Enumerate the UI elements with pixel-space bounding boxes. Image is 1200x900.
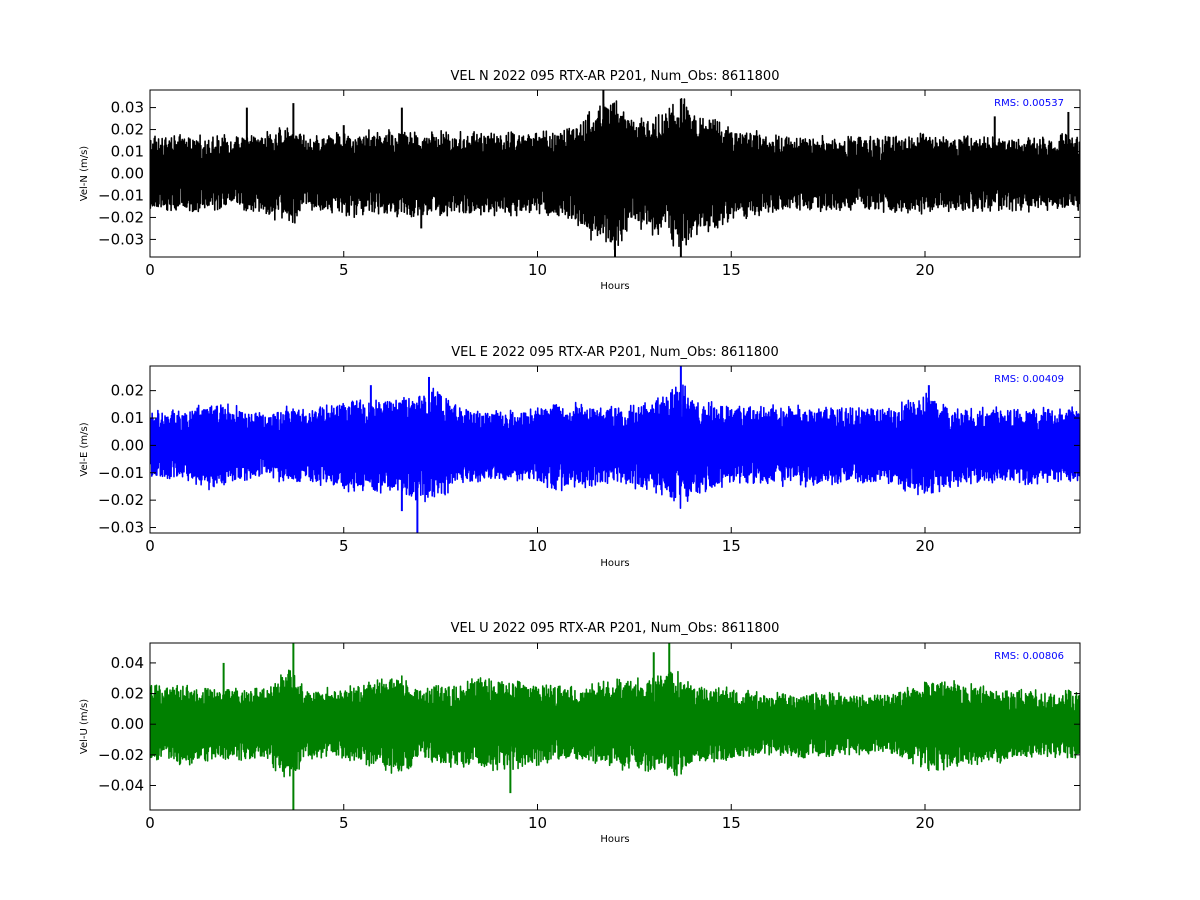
velocity-east-title: VEL E 2022 095 RTX-AR P201, Num_Obs: 861…: [451, 345, 778, 360]
velocity-east-y-tick-label-1: −0.02: [98, 491, 144, 509]
velocity-east-x-axis-label: Hours: [600, 558, 629, 569]
velocity-north-panel: VEL N 2022 095 RTX-AR P201, Num_Obs: 861…: [79, 69, 1081, 292]
velocity-east-y-tick-label-4: 0.01: [111, 409, 144, 427]
velocity-up-x-axis-label: Hours: [600, 834, 629, 845]
velocity-north-x-tick-label-4: 20: [915, 261, 934, 279]
velocity-up-x-tick-label-3: 15: [722, 814, 741, 832]
velocity-up-x-tick-label-2: 10: [528, 814, 547, 832]
velocity-up-y-tick-label-4: 0.04: [111, 654, 144, 672]
velocity-north-series-line: [150, 97, 1080, 251]
velocity-east-x-tick-label-2: 10: [528, 537, 547, 555]
velocity-north-y-ticks: −0.03 −0.02 −0.01 0.00 0.01 0.02 0.03: [98, 99, 1080, 248]
velocity-up-axes-frame: [149, 642, 1081, 811]
velocity-east-y-ticks: −0.03 −0.02 −0.01 0.00 0.01 0.02: [98, 382, 1080, 537]
velocity-north-y-tick-label-2: −0.01: [98, 186, 144, 204]
velocity-north-trace: [150, 90, 1080, 257]
velocity-north-y-tick-label-5: 0.02: [111, 121, 144, 139]
velocity-up-rms-annotation: RMS: 0.00806: [994, 651, 1064, 662]
velocity-up-series-line: [150, 669, 1080, 778]
velocity-east-x-tick-label-4: 20: [915, 537, 934, 555]
velocity-east-x-tick-label-3: 15: [722, 537, 741, 555]
velocity-north-y-tick-label-4: 0.01: [111, 143, 144, 161]
velocity-east-trace: [150, 366, 1080, 533]
velocity-north-y-tick-label-1: −0.02: [98, 208, 144, 226]
velocity-east-y-axis-label: Vel-E (m/s): [79, 422, 90, 476]
velocity-north-y-tick-label-0: −0.03: [98, 230, 144, 248]
velocity-up-x-tick-label-1: 5: [339, 814, 349, 832]
velocity-east-y-tick-label-2: −0.01: [98, 464, 144, 482]
velocity-north-x-tick-label-3: 15: [722, 261, 741, 279]
velocity-up-x-ticks: 0 5 10 15 20: [145, 643, 935, 832]
velocity-east-y-tick-label-5: 0.02: [111, 382, 144, 400]
velocity-east-x-tick-label-1: 5: [339, 537, 349, 555]
velocity-north-rms-annotation: RMS: 0.00537: [994, 98, 1064, 109]
velocity-east-y-tick-label-0: −0.03: [98, 519, 144, 537]
velocity-east-panel: VEL E 2022 095 RTX-AR P201, Num_Obs: 861…: [79, 345, 1081, 569]
velocity-up-y-ticks: −0.04 −0.02 0.00 0.02 0.04: [98, 654, 1080, 794]
velocity-up-title: VEL U 2022 095 RTX-AR P201, Num_Obs: 861…: [451, 621, 780, 636]
velocity-north-x-ticks: 0 5 10 15 20: [145, 90, 935, 279]
velocity-north-x-axis-label: Hours: [600, 281, 629, 292]
velocity-north-title: VEL N 2022 095 RTX-AR P201, Num_Obs: 861…: [451, 69, 780, 84]
velocity-up-y-axis-label: Vel-U (m/s): [79, 699, 90, 754]
velocity-up-panel: VEL U 2022 095 RTX-AR P201, Num_Obs: 861…: [79, 621, 1081, 845]
velocity-north-y-axis-label: Vel-N (m/s): [79, 146, 90, 201]
velocity-north-y-tick-label-6: 0.03: [111, 99, 144, 117]
velocity-east-y-tick-label-3: 0.00: [111, 436, 144, 454]
velocity-north-y-tick-label-3: 0.00: [111, 165, 144, 183]
velocity-up-y-tick-label-1: −0.02: [98, 746, 144, 764]
velocity-up-x-tick-label-0: 0: [145, 814, 155, 832]
velocity-east-x-ticks: 0 5 10 15 20: [145, 366, 935, 555]
velocity-up-y-tick-label-0: −0.04: [98, 776, 144, 794]
velocity-north-x-tick-label-2: 10: [528, 261, 547, 279]
velocity-east-x-tick-label-0: 0: [145, 537, 155, 555]
velocity-east-axes-frame: [149, 365, 1081, 534]
velocity-up-y-tick-label-2: 0.00: [111, 715, 144, 733]
velocity-up-trace: [150, 643, 1080, 810]
velocity-up-y-tick-label-3: 0.02: [111, 685, 144, 703]
velocity-east-rms-annotation: RMS: 0.00409: [994, 374, 1064, 385]
velocity-north-x-tick-label-1: 5: [339, 261, 349, 279]
velocity-up-x-tick-label-4: 20: [915, 814, 934, 832]
velocity-north-x-tick-label-0: 0: [145, 261, 155, 279]
velocity-east-series-line: [150, 384, 1080, 509]
